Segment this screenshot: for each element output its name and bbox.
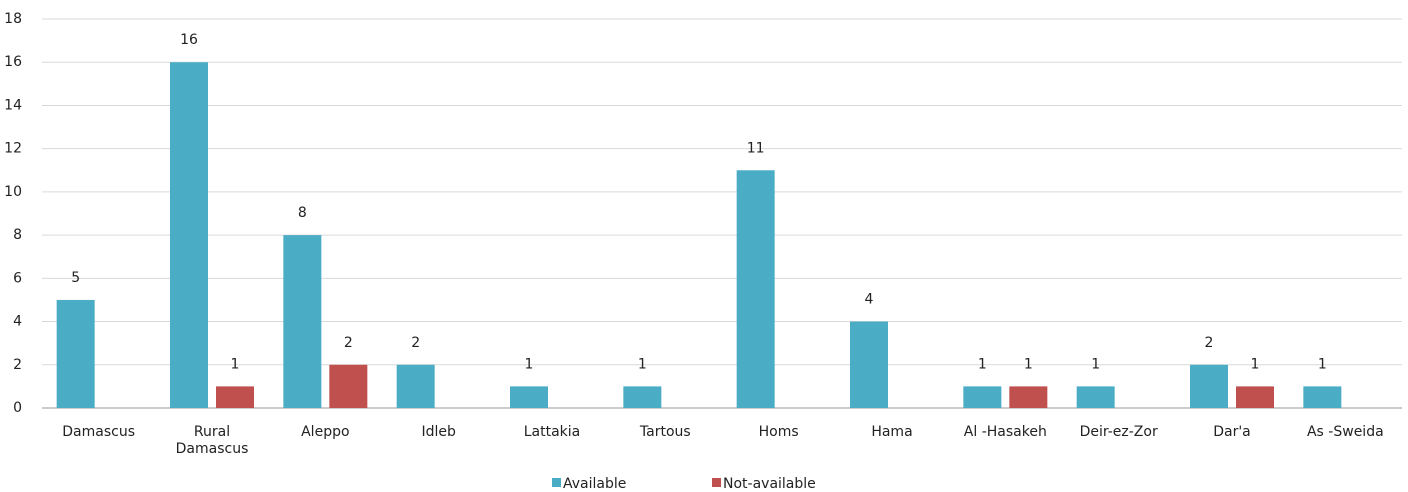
x-tick-label: Rural Damascus — [175, 424, 249, 457]
legend-label: Not-available — [723, 476, 816, 492]
data-label: 2 — [344, 335, 353, 351]
x-tick-label: Al -Hasakeh — [963, 424, 1047, 440]
legend-swatch — [712, 478, 721, 487]
bar — [850, 321, 888, 408]
data-label: 4 — [865, 292, 874, 308]
data-label: 2 — [411, 335, 420, 351]
x-tick-label: Damascus — [62, 424, 136, 440]
x-tick-label: Hama — [871, 424, 913, 440]
data-label: 2 — [1205, 335, 1214, 351]
data-label: 1 — [978, 356, 987, 372]
x-tick-label: Tartous — [639, 424, 691, 440]
data-label: 11 — [747, 140, 765, 156]
y-tick-label: 18 — [4, 11, 22, 27]
bar — [216, 386, 254, 408]
y-tick-label: 6 — [13, 270, 22, 286]
bar — [623, 386, 662, 408]
data-label: 1 — [231, 356, 240, 372]
y-tick-label: 12 — [4, 141, 22, 157]
bar — [1190, 364, 1228, 408]
bar — [1076, 386, 1115, 408]
x-tick-label: Lattakia — [523, 424, 581, 440]
y-tick-label: 16 — [4, 54, 22, 70]
data-label: 1 — [525, 356, 534, 372]
data-label: 1 — [1091, 356, 1100, 372]
bar — [56, 299, 95, 408]
y-tick-label: 2 — [13, 357, 22, 373]
x-tick-label: Dar'a — [1213, 424, 1251, 440]
bar — [1303, 386, 1342, 408]
x-tick-label: Idleb — [421, 424, 456, 440]
bar — [283, 235, 322, 408]
y-tick-label: 8 — [13, 227, 22, 243]
bar — [736, 170, 775, 408]
data-label: 1 — [1024, 356, 1033, 372]
bar — [1009, 386, 1048, 408]
bar — [1236, 386, 1274, 408]
data-label: 1 — [1318, 356, 1327, 372]
y-tick-label: 4 — [13, 314, 22, 330]
bar — [510, 386, 548, 408]
legend-label: Available — [563, 476, 626, 492]
data-label: 5 — [71, 270, 80, 286]
data-label: 8 — [298, 205, 307, 221]
bar — [329, 364, 368, 408]
x-tick-label: Aleppo — [301, 424, 350, 440]
data-label: 1 — [638, 356, 647, 372]
x-tick-label: Deir-ez-Zor — [1079, 424, 1158, 440]
legend-swatch — [552, 478, 561, 487]
bar — [963, 386, 1002, 408]
y-tick-label: 0 — [13, 400, 22, 416]
y-tick-label: 14 — [4, 97, 22, 113]
bar — [170, 62, 208, 408]
data-label: 1 — [1251, 356, 1260, 372]
y-tick-label: 10 — [4, 184, 22, 200]
x-tick-label: As -Sweida — [1306, 424, 1384, 440]
x-tick-label: Homs — [758, 424, 799, 440]
bar — [396, 364, 435, 408]
data-label: 16 — [180, 32, 198, 48]
